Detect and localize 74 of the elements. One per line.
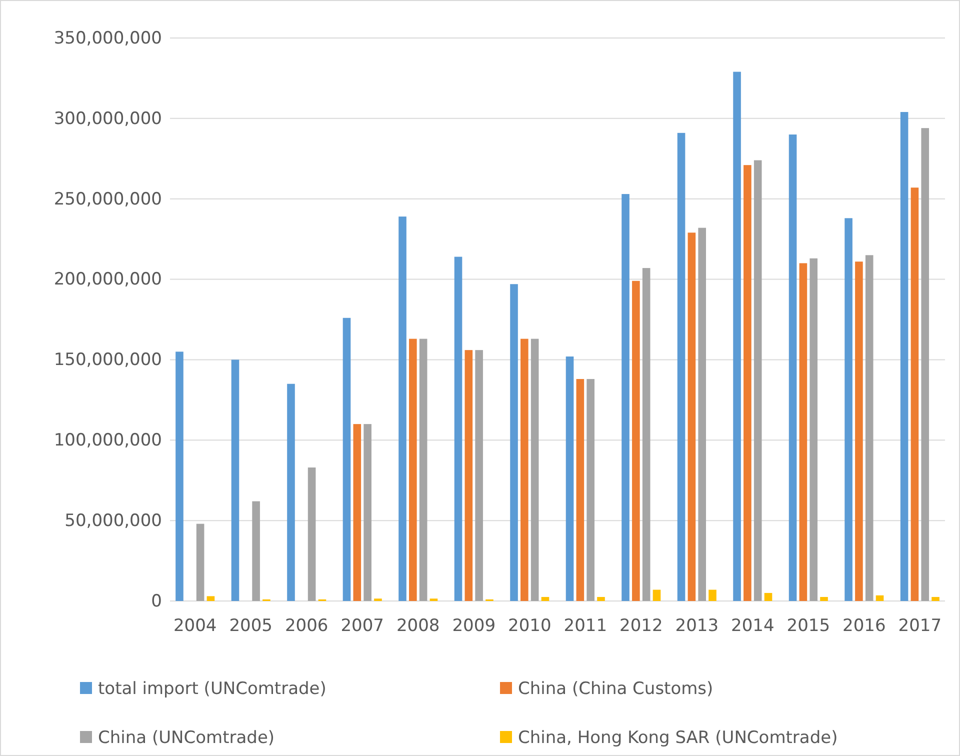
bar — [820, 596, 828, 601]
y-tick-label: 100,000,000 — [54, 430, 162, 451]
y-tick-label: 50,000,000 — [64, 511, 162, 532]
bar — [677, 132, 686, 601]
x-tick-label: 2013 — [675, 616, 719, 636]
bar — [810, 258, 818, 601]
bar — [932, 596, 940, 601]
bar — [900, 112, 908, 601]
x-tick-label: 2007 — [340, 616, 384, 636]
bar — [566, 356, 574, 601]
bar — [206, 596, 215, 601]
bar — [196, 524, 204, 601]
x-tick-label: 2006 — [284, 616, 328, 636]
bar — [252, 501, 260, 601]
bar — [799, 263, 808, 601]
legend-label: China (China Customs) — [518, 679, 714, 699]
x-tick-label: 2005 — [229, 616, 272, 636]
x-tick-label: 2011 — [564, 616, 608, 636]
bar — [398, 216, 406, 601]
bar — [576, 379, 584, 601]
bar — [698, 228, 706, 601]
bar — [708, 590, 716, 601]
bar — [409, 338, 417, 601]
x-tick-label: 2016 — [842, 616, 886, 636]
x-tick-label: 2012 — [620, 616, 663, 636]
bar — [632, 280, 640, 601]
x-tick-label: 2015 — [786, 616, 830, 636]
bar — [287, 384, 295, 601]
bar — [788, 134, 797, 601]
y-tick-label: 250,000,000 — [54, 189, 162, 210]
bar — [475, 350, 483, 601]
bar — [844, 218, 852, 601]
x-tick-label: 2014 — [731, 616, 774, 636]
bar — [910, 188, 919, 601]
bar — [353, 424, 362, 601]
legend-label: total import (UNComtrade) — [98, 679, 326, 699]
bar — [622, 194, 630, 601]
bar — [754, 160, 762, 601]
bar — [733, 72, 741, 601]
bar — [921, 128, 930, 601]
bar — [530, 338, 539, 601]
x-tick-label: 2004 — [173, 616, 217, 636]
bar — [865, 255, 874, 601]
bar — [308, 467, 316, 601]
x-tick-label: 2008 — [396, 616, 440, 636]
x-tick-label: 2017 — [898, 616, 942, 636]
y-tick-label: 350,000,000 — [54, 28, 162, 48]
bar — [419, 338, 428, 601]
bar — [364, 424, 372, 601]
legend-label: China, Hong Kong SAR (UNComtrade) — [518, 728, 838, 748]
x-tick-label: 2010 — [508, 616, 552, 636]
bar — [231, 360, 240, 601]
bar — [586, 379, 594, 601]
bar — [176, 352, 184, 601]
bar — [342, 318, 351, 601]
bar — [744, 165, 752, 601]
bar — [642, 268, 650, 601]
bar — [510, 284, 518, 601]
y-tick-label: 200,000,000 — [54, 270, 162, 290]
bar — [541, 596, 550, 601]
bar — [464, 350, 473, 601]
bar — [876, 595, 884, 601]
bar — [688, 232, 696, 601]
y-tick-label: 300,000,000 — [54, 108, 162, 129]
bar — [520, 338, 528, 601]
bar — [597, 596, 605, 601]
bar — [855, 262, 863, 601]
x-tick-label: 2009 — [452, 616, 496, 636]
y-tick-label: 150,000,000 — [54, 350, 162, 370]
y-tick-label: 0 — [151, 591, 162, 612]
legend-label: China (UNComtrade) — [98, 728, 275, 748]
bar — [764, 592, 772, 601]
bar — [454, 256, 462, 601]
bar — [652, 590, 661, 601]
